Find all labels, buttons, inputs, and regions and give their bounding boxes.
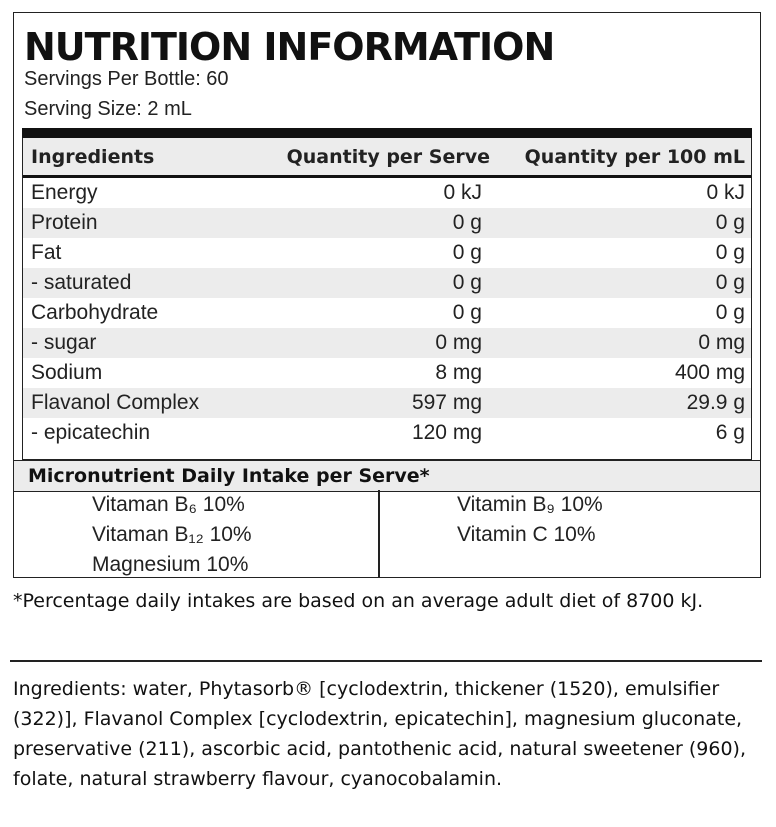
row-per-100ml: 400 mg	[674, 361, 745, 384]
ingredients-list: Ingredients: water, Phytasorb® [cyclodex…	[13, 678, 746, 790]
row-per-serve: 0 g	[452, 211, 482, 234]
serving-size: Serving Size: 2 mL	[24, 98, 192, 120]
daily-intake-footnote: *Percentage daily intakes are based on a…	[13, 590, 704, 612]
servings-per-bottle: Servings Per Bottle: 60	[24, 68, 229, 90]
row-label: Energy	[31, 181, 98, 204]
table-row: Protein 0 g 0 g	[23, 208, 751, 238]
nutrition-panel: NUTRITION INFORMATION Servings Per Bottl…	[13, 12, 761, 578]
micronutrient-column-divider	[378, 490, 380, 577]
micronutrient-item: Vitaman B₆ 10%	[92, 493, 245, 516]
header-ingredients: Ingredients	[31, 146, 155, 168]
header-quantity-per-100ml: Quantity per 100 mL	[524, 146, 745, 168]
row-per-100ml: 0 mg	[698, 331, 745, 354]
panel-title: NUTRITION INFORMATION	[24, 25, 555, 69]
micronutrient-item: Vitaman B₁₂ 10%	[92, 523, 252, 546]
row-label: Flavanol Complex	[31, 391, 200, 414]
row-per-serve: 597 mg	[411, 391, 482, 414]
micronutrient-heading: Micronutrient Daily Intake per Serve*	[28, 465, 430, 487]
section-divider	[10, 660, 762, 662]
table-row: Flavanol Complex 597 mg 29.9 g	[23, 388, 751, 418]
table-header-row: Ingredients Quantity per Serve Quantity …	[23, 138, 751, 178]
table-row: Energy 0 kJ 0 kJ	[23, 178, 751, 208]
heavy-divider	[22, 128, 752, 138]
row-per-serve: 0 g	[452, 241, 482, 264]
micronutrient-item: Vitamin C 10%	[457, 523, 596, 546]
row-label: Carbohydrate	[31, 301, 159, 324]
header-quantity-per-serve: Quantity per Serve	[286, 146, 490, 168]
row-per-100ml: 6 g	[715, 421, 745, 444]
table-row: - sugar 0 mg 0 mg	[23, 328, 751, 358]
row-per-100ml: 0 kJ	[706, 181, 745, 204]
table-row: - saturated 0 g 0 g	[23, 268, 751, 298]
table-row: - epicatechin 120 mg 6 g	[23, 418, 751, 448]
row-per-100ml: 0 g	[715, 271, 745, 294]
row-per-serve: 0 mg	[435, 331, 482, 354]
row-label: Protein	[31, 211, 98, 234]
row-per-serve: 0 g	[452, 301, 482, 324]
micronutrient-item: Vitamin B₉ 10%	[457, 493, 603, 516]
row-label: Fat	[31, 241, 62, 264]
row-label: Sodium	[31, 361, 103, 384]
row-label: - saturated	[31, 271, 132, 294]
row-per-serve: 8 mg	[435, 361, 482, 384]
row-per-100ml: 0 g	[715, 241, 745, 264]
row-per-100ml: 0 g	[715, 211, 745, 234]
table-row: Fat 0 g 0 g	[23, 238, 751, 268]
nutrition-table: Ingredients Quantity per Serve Quantity …	[22, 138, 752, 460]
table-row: Carbohydrate 0 g 0 g	[23, 298, 751, 328]
row-per-serve: 0 g	[452, 271, 482, 294]
micronutrient-item: Magnesium 10%	[92, 553, 249, 576]
table-row: Sodium 8 mg 400 mg	[23, 358, 751, 388]
row-per-serve: 120 mg	[411, 421, 482, 444]
row-per-100ml: 0 g	[715, 301, 745, 324]
row-label: - sugar	[31, 331, 97, 354]
row-label: - epicatechin	[31, 421, 151, 444]
row-per-100ml: 29.9 g	[686, 391, 745, 414]
micronutrient-header: Micronutrient Daily Intake per Serve*	[14, 460, 760, 492]
row-per-serve: 0 kJ	[443, 181, 482, 204]
